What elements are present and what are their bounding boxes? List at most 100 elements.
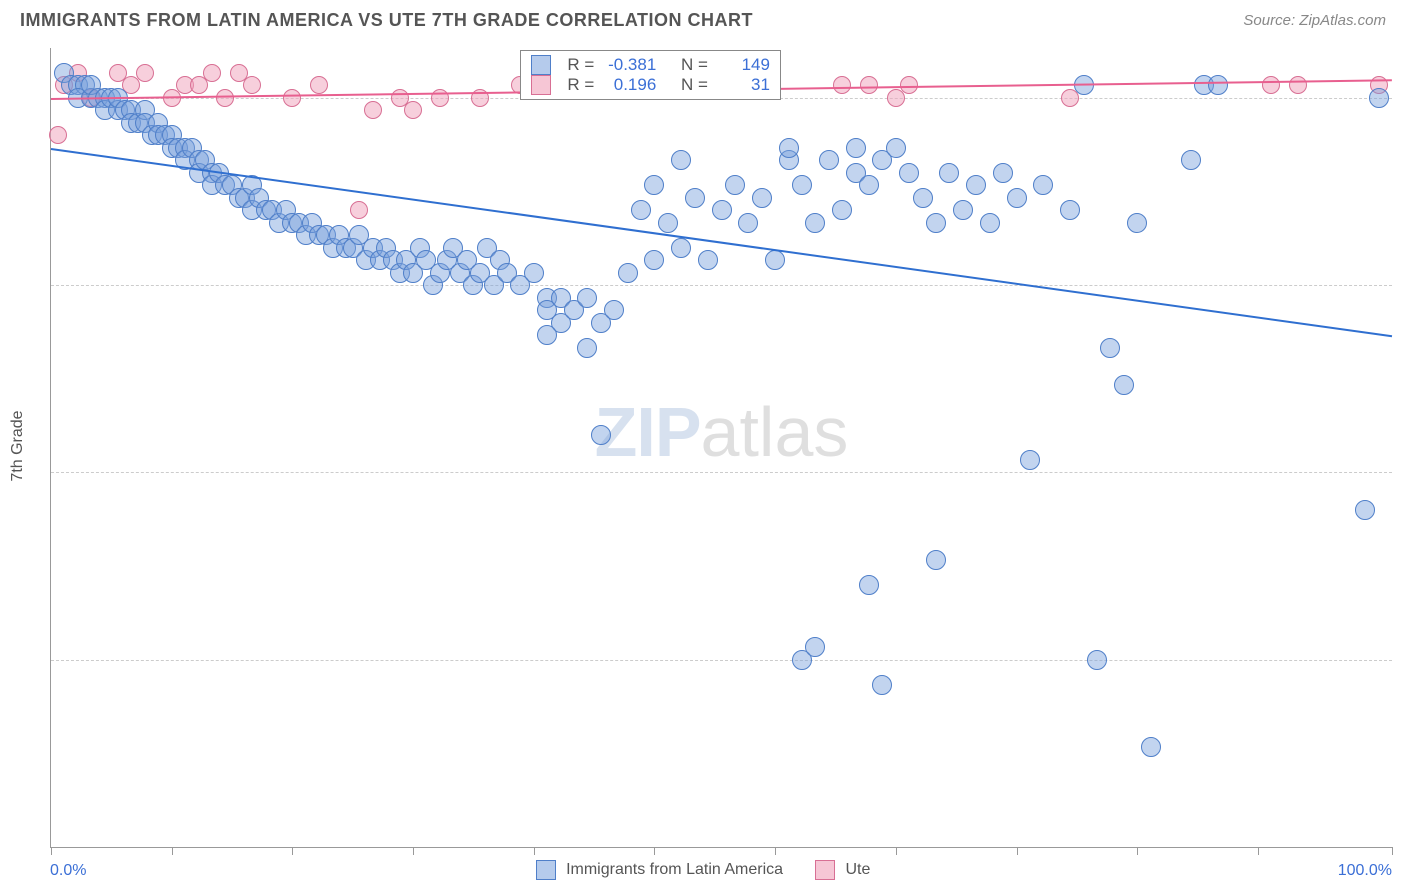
data-point-blue (671, 238, 691, 258)
x-tick (51, 847, 52, 855)
data-point-blue (1100, 338, 1120, 358)
chart-header: IMMIGRANTS FROM LATIN AMERICA VS UTE 7TH… (0, 0, 1406, 39)
data-point-blue (926, 213, 946, 233)
data-point-pink (283, 89, 301, 107)
data-point-blue (685, 188, 705, 208)
data-point-blue (993, 163, 1013, 183)
data-point-blue (846, 138, 866, 158)
data-point-blue (792, 175, 812, 195)
x-tick (413, 847, 414, 855)
swatch-pink (815, 860, 835, 880)
x-tick (534, 847, 535, 855)
plot-surface: ZIPatlas 100.0%85.0%70.0%55.0% (51, 48, 1392, 847)
data-point-blue (805, 213, 825, 233)
data-point-blue (1114, 375, 1134, 395)
data-point-blue (752, 188, 772, 208)
data-point-blue (671, 150, 691, 170)
data-point-pink (243, 76, 261, 94)
data-point-blue (980, 213, 1000, 233)
data-point-blue (591, 425, 611, 445)
data-point-blue (725, 175, 745, 195)
data-point-blue (805, 637, 825, 657)
bottom-legend: Immigrants from Latin America Ute (0, 860, 1406, 880)
data-point-blue (1208, 75, 1228, 95)
data-point-blue (631, 200, 651, 220)
legend-item-pink: Ute (815, 860, 870, 880)
data-point-blue (1355, 500, 1375, 520)
x-tick (654, 847, 655, 855)
data-point-pink (350, 201, 368, 219)
data-point-blue (859, 575, 879, 595)
gridline (51, 660, 1392, 661)
data-point-pink (310, 76, 328, 94)
data-point-pink (1289, 76, 1307, 94)
data-point-blue (872, 675, 892, 695)
chart-source: Source: ZipAtlas.com (1243, 12, 1386, 29)
x-tick (1258, 847, 1259, 855)
x-tick (1017, 847, 1018, 855)
stats-row-blue: R = -0.381 N = 149 (531, 55, 770, 75)
data-point-blue (644, 250, 664, 270)
chart-title: IMMIGRANTS FROM LATIN AMERICA VS UTE 7TH… (20, 10, 753, 31)
x-tick (1137, 847, 1138, 855)
data-point-pink (216, 89, 234, 107)
data-point-blue (712, 200, 732, 220)
x-tick (775, 847, 776, 855)
data-point-blue (953, 200, 973, 220)
correlation-stats-box: R = -0.381 N = 149 R = 0.196 N = 31 (520, 50, 781, 100)
data-point-blue (577, 288, 597, 308)
data-point-blue (913, 188, 933, 208)
data-point-pink (364, 101, 382, 119)
data-point-blue (1033, 175, 1053, 195)
y-tick-label: 85.0% (1402, 277, 1406, 294)
data-point-blue (765, 250, 785, 270)
data-point-blue (939, 163, 959, 183)
stats-row-pink: R = 0.196 N = 31 (531, 75, 770, 95)
data-point-blue (832, 200, 852, 220)
data-point-pink (860, 76, 878, 94)
data-point-blue (1141, 737, 1161, 757)
data-point-blue (604, 300, 624, 320)
data-point-blue (1369, 88, 1389, 108)
data-point-blue (1127, 213, 1147, 233)
swatch-blue (536, 860, 556, 880)
data-point-blue (577, 338, 597, 358)
data-point-blue (618, 263, 638, 283)
data-point-blue (886, 138, 906, 158)
data-point-blue (859, 175, 879, 195)
data-point-blue (1007, 188, 1027, 208)
data-point-blue (658, 213, 678, 233)
swatch-blue (531, 55, 551, 75)
data-point-blue (1181, 150, 1201, 170)
trendline-blue (51, 148, 1392, 337)
data-point-pink (136, 64, 154, 82)
data-point-blue (926, 550, 946, 570)
data-point-blue (1060, 200, 1080, 220)
data-point-blue (698, 250, 718, 270)
watermark: ZIPatlas (595, 392, 849, 472)
data-point-blue (1087, 650, 1107, 670)
data-point-blue (899, 163, 919, 183)
y-tick-label: 100.0% (1402, 89, 1406, 106)
swatch-pink (531, 75, 551, 95)
data-point-blue (966, 175, 986, 195)
gridline (51, 285, 1392, 286)
data-point-blue (1020, 450, 1040, 470)
x-tick (172, 847, 173, 855)
y-tick-label: 70.0% (1402, 464, 1406, 481)
x-tick (896, 847, 897, 855)
legend-item-blue: Immigrants from Latin America (536, 860, 783, 880)
gridline (51, 472, 1392, 473)
data-point-pink (49, 126, 67, 144)
y-axis-title: 7th Grade (9, 410, 27, 481)
x-tick (1392, 847, 1393, 855)
data-point-pink (404, 101, 422, 119)
data-point-blue (738, 213, 758, 233)
data-point-pink (833, 76, 851, 94)
data-point-pink (1262, 76, 1280, 94)
data-point-blue (779, 138, 799, 158)
x-tick (292, 847, 293, 855)
data-point-blue (537, 325, 557, 345)
data-point-blue (644, 175, 664, 195)
data-point-blue (524, 263, 544, 283)
